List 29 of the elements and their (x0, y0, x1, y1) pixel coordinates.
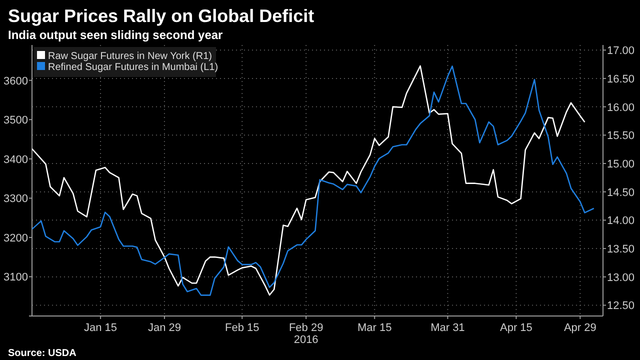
y-tick-label: 3300 (4, 193, 28, 206)
chart-title: Sugar Prices Rally on Global Deficit (8, 6, 314, 26)
x-tick-label: Feb 29 2016 (288, 322, 324, 346)
y-tick-label: 3400 (4, 154, 28, 166)
y-tick-label: 3600 (4, 75, 28, 88)
y2-tick-label: 13.00 (607, 272, 635, 284)
y2-tick-label: 17.00 (607, 45, 635, 58)
y2-tick-label: 12.50 (607, 300, 635, 312)
legend-label: Refined Sugar Futures in Mumbai (L1) (48, 62, 218, 73)
y2-tick-label: 13.50 (607, 244, 635, 256)
x-tick-label: Mar 15 (357, 322, 392, 334)
y2-tick-label: 16.50 (607, 73, 635, 86)
y-tick-label: 3100 (4, 272, 28, 284)
chart-subtitle: India output seen sliding second year (8, 28, 224, 42)
x-tick-label: Apr 15 (500, 322, 532, 334)
y2-tick-label: 14.50 (607, 186, 635, 199)
x-tick-label: Feb 15 (225, 322, 260, 334)
y-tick-label: 3200 (4, 232, 28, 244)
y2-tick-label: 15.00 (607, 158, 635, 170)
y2-tick-label: 15.50 (607, 130, 635, 142)
source-note: Source: USDA (8, 348, 76, 359)
y2-tick-label: 16.00 (607, 102, 635, 114)
x-tick-label: Apr 29 (564, 322, 596, 334)
legend-label: Raw Sugar Futures in New York (R1) (48, 51, 212, 62)
x-tick-label: Jan 15 (84, 322, 118, 334)
x-tick-label: Mar 31 (430, 322, 465, 334)
x-tick-label: Jan 29 (148, 322, 181, 334)
y-tick-label: 3500 (4, 114, 28, 127)
y2-tick-label: 14.00 (607, 215, 635, 228)
